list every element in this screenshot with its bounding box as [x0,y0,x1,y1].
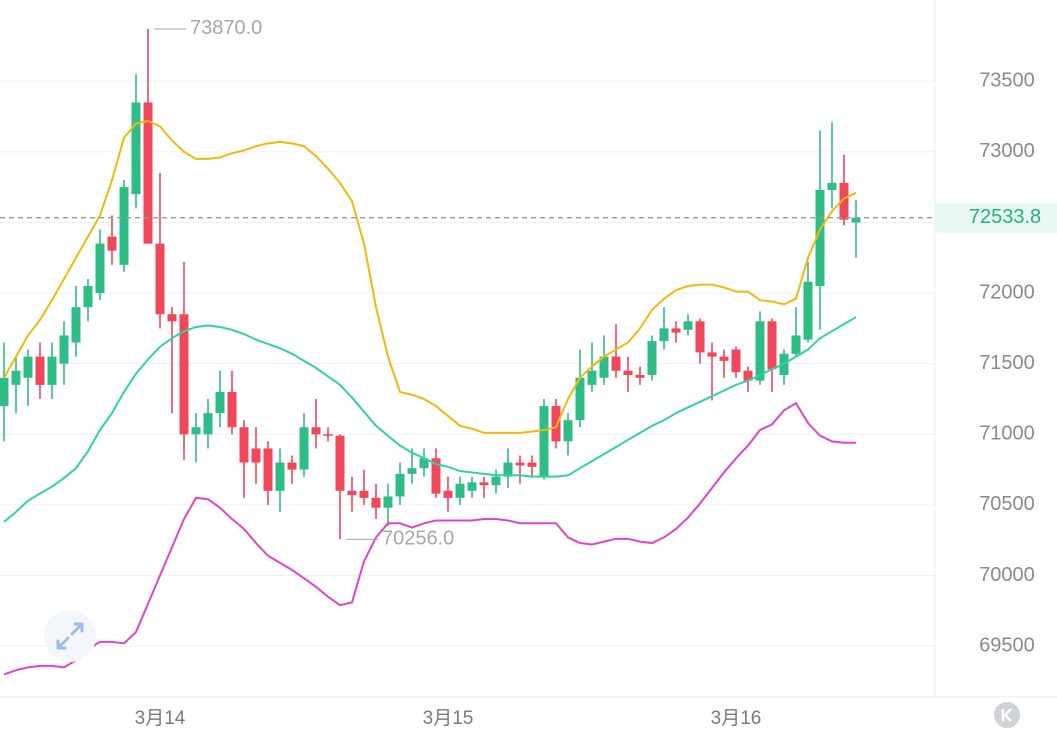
candle-body [599,356,609,378]
candle-body [695,321,705,353]
candle-body [59,335,69,364]
y-tick-label: 71000 [979,423,1035,445]
x-tick-label: 3月14 [135,708,186,729]
candle-body [803,281,813,340]
candle-body [155,243,165,315]
candle-body [35,356,45,385]
y-tick-label: 69500 [979,634,1035,656]
band-line [3,119,857,434]
candle-body [659,328,669,342]
candle-body [191,427,201,435]
candle-body [719,356,729,361]
y-tick-label: 73000 [979,140,1035,162]
price-label-bg [935,202,1057,233]
candle-body [791,335,801,354]
candle-body [491,476,501,486]
candle-body [239,427,249,463]
expand-button[interactable] [44,610,96,662]
candle-body [335,435,345,491]
y-tick-label: 70000 [979,564,1035,586]
candle-body [767,321,777,370]
candle-body [683,321,693,330]
candle-body [383,496,393,508]
candle-body [359,490,369,498]
candle-body [851,217,861,223]
candle-body [611,356,621,371]
candle-body [95,243,105,294]
candle-body [827,182,837,190]
candle-body [371,497,381,508]
candle-body [527,462,537,467]
candle-body [311,427,321,435]
candle-body [347,490,357,496]
candle-body [551,406,561,442]
candle-body [563,420,573,442]
candle-body [143,102,153,244]
candle-body [299,427,309,470]
candle-body [83,286,93,308]
price-label: 72533.8 [969,206,1041,228]
candle-body [647,341,657,375]
candle-body [755,321,765,381]
candle-body [515,462,525,466]
candle-body [203,413,213,435]
marker-label: 70256.0 [382,528,454,550]
candle-body [671,328,681,333]
candle-body [251,448,261,463]
marker-label: 73870.0 [190,17,262,39]
candle-body [587,370,597,385]
candle-body [131,102,141,195]
x-tick-label: 3月16 [711,708,762,729]
candle-body [431,458,441,494]
candle-body [11,370,21,385]
candle-body [815,189,825,287]
band-line [3,401,856,676]
candle-body [623,370,633,375]
candle-body [323,434,333,436]
candle-body [179,314,189,435]
band-line [3,316,857,523]
y-tick-label: 70500 [979,493,1035,515]
candle-body [635,374,645,378]
candle-body [275,462,285,491]
candle-body [467,482,477,491]
candle-body [215,391,225,414]
candle-body [47,356,57,385]
candle-body [119,187,129,265]
expand-icon [56,622,84,650]
candle-body [395,473,405,497]
candle-body [503,462,513,477]
candle-body [227,391,237,428]
candle-body [443,490,453,498]
collapse-button[interactable] [994,702,1020,728]
candle-body [167,314,177,322]
y-tick-label: 71500 [979,352,1035,374]
candle-body [263,448,273,491]
expand-bg [44,610,96,662]
candle-body [407,468,417,474]
candle-body [0,377,9,407]
candle-body [23,356,33,378]
y-tick-label: 72000 [979,281,1035,303]
candle-body [839,182,849,220]
candle-body [455,483,465,498]
candle-body [107,236,117,251]
candle-body [71,307,81,343]
candle-body [731,349,741,373]
candle-body [287,462,297,470]
y-tick-label: 73500 [979,69,1035,91]
collapse-bg [994,702,1020,728]
candle-body [479,482,489,486]
candle-body [575,377,585,421]
candle-body [743,370,753,381]
candle-body [539,406,549,477]
candle-body [419,458,429,469]
collapse-icon [1001,708,1012,722]
candle-body [707,352,717,357]
x-tick-label: 3月15 [423,708,474,729]
